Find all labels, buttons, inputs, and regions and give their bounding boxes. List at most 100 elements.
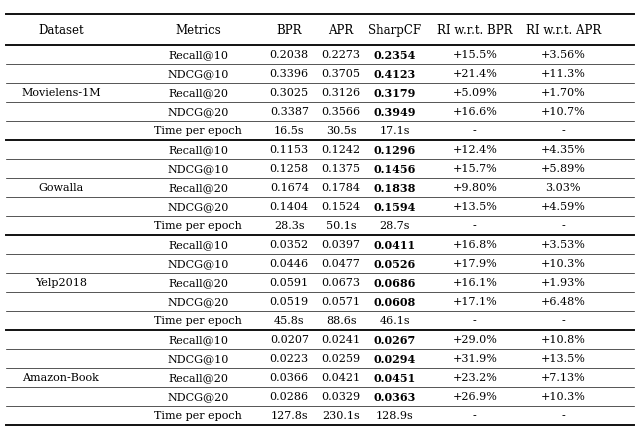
Text: 0.0591: 0.0591 — [269, 278, 309, 288]
Text: -: - — [561, 410, 565, 420]
Text: Yelp2018: Yelp2018 — [35, 278, 87, 288]
Text: 28.7s: 28.7s — [380, 221, 410, 230]
Text: Time per epoch: Time per epoch — [154, 316, 243, 325]
Text: 0.2354: 0.2354 — [374, 49, 416, 60]
Text: Movielens-1M: Movielens-1M — [21, 88, 100, 98]
Text: +23.2%: +23.2% — [452, 372, 497, 382]
Text: 0.0352: 0.0352 — [269, 240, 309, 250]
Text: +13.5%: +13.5% — [541, 354, 586, 363]
Text: -: - — [473, 410, 477, 420]
Text: -: - — [561, 221, 565, 230]
Text: Time per epoch: Time per epoch — [154, 126, 243, 136]
Text: 0.4123: 0.4123 — [374, 69, 416, 80]
Text: 0.1784: 0.1784 — [322, 183, 360, 193]
Text: 0.2273: 0.2273 — [322, 50, 360, 60]
Text: 0.1404: 0.1404 — [269, 202, 309, 212]
Text: 0.0526: 0.0526 — [374, 258, 416, 269]
Text: 0.3387: 0.3387 — [270, 107, 308, 117]
Text: 0.0421: 0.0421 — [321, 372, 361, 382]
Text: -: - — [561, 126, 565, 136]
Text: +5.89%: +5.89% — [541, 164, 586, 174]
Text: +16.8%: +16.8% — [452, 240, 497, 250]
Text: NDCG@20: NDCG@20 — [168, 107, 229, 117]
Text: +29.0%: +29.0% — [452, 334, 497, 344]
Text: Recall@10: Recall@10 — [168, 334, 228, 344]
Text: Recall@20: Recall@20 — [168, 88, 228, 98]
Text: NDCG@20: NDCG@20 — [168, 296, 229, 306]
Text: +1.70%: +1.70% — [541, 88, 586, 98]
Text: NDCG@20: NDCG@20 — [168, 202, 229, 212]
Text: 0.1594: 0.1594 — [374, 201, 416, 212]
Text: 0.0608: 0.0608 — [374, 296, 416, 307]
Text: RI w.r.t. APR: RI w.r.t. APR — [525, 24, 601, 37]
Text: 0.0363: 0.0363 — [374, 391, 416, 402]
Text: 0.0223: 0.0223 — [269, 354, 309, 363]
Text: Recall@20: Recall@20 — [168, 372, 228, 382]
Text: Recall@20: Recall@20 — [168, 278, 228, 288]
Text: NDCG@10: NDCG@10 — [168, 164, 229, 174]
Text: 0.3179: 0.3179 — [374, 87, 416, 98]
Text: +6.48%: +6.48% — [541, 296, 586, 306]
Text: -: - — [473, 126, 477, 136]
Text: 0.0267: 0.0267 — [374, 334, 416, 345]
Text: -: - — [473, 221, 477, 230]
Text: +5.09%: +5.09% — [452, 88, 497, 98]
Text: 0.0329: 0.0329 — [321, 391, 361, 401]
Text: +15.7%: +15.7% — [452, 164, 497, 174]
Text: -: - — [473, 316, 477, 325]
Text: +10.8%: +10.8% — [541, 334, 586, 344]
Text: +26.9%: +26.9% — [452, 391, 497, 401]
Text: +11.3%: +11.3% — [541, 69, 586, 79]
Text: +3.53%: +3.53% — [541, 240, 586, 250]
Text: 0.0571: 0.0571 — [322, 296, 360, 306]
Text: 0.0673: 0.0673 — [322, 278, 360, 288]
Text: 17.1s: 17.1s — [380, 126, 410, 136]
Text: Recall@10: Recall@10 — [168, 145, 228, 155]
Text: Dataset: Dataset — [38, 24, 84, 37]
Text: RI w.r.t. BPR: RI w.r.t. BPR — [437, 24, 513, 37]
Text: +31.9%: +31.9% — [452, 354, 497, 363]
Text: Time per epoch: Time per epoch — [154, 410, 243, 420]
Text: 0.0397: 0.0397 — [322, 240, 360, 250]
Text: 0.0294: 0.0294 — [374, 353, 416, 364]
Text: NDCG@20: NDCG@20 — [168, 391, 229, 401]
Text: Time per epoch: Time per epoch — [154, 221, 243, 230]
Text: +7.13%: +7.13% — [541, 372, 586, 382]
Text: 0.1838: 0.1838 — [374, 182, 416, 193]
Text: 128.9s: 128.9s — [376, 410, 413, 420]
Text: +9.80%: +9.80% — [452, 183, 497, 193]
Text: 0.0519: 0.0519 — [269, 296, 309, 306]
Text: APR: APR — [328, 24, 354, 37]
Text: 28.3s: 28.3s — [274, 221, 305, 230]
Text: +10.7%: +10.7% — [541, 107, 586, 117]
Text: +10.3%: +10.3% — [541, 391, 586, 401]
Text: +4.35%: +4.35% — [541, 145, 586, 155]
Text: 16.5s: 16.5s — [274, 126, 305, 136]
Text: 0.3396: 0.3396 — [269, 69, 309, 79]
Text: NDCG@10: NDCG@10 — [168, 259, 229, 268]
Text: 0.3126: 0.3126 — [321, 88, 361, 98]
Text: -: - — [561, 316, 565, 325]
Text: +17.9%: +17.9% — [452, 259, 497, 268]
Text: 0.2038: 0.2038 — [269, 50, 309, 60]
Text: 0.0207: 0.0207 — [270, 334, 308, 344]
Text: Recall@10: Recall@10 — [168, 50, 228, 60]
Text: 3.03%: 3.03% — [545, 183, 581, 193]
Text: 0.1524: 0.1524 — [321, 202, 361, 212]
Text: 0.3705: 0.3705 — [322, 69, 360, 79]
Text: +15.5%: +15.5% — [452, 50, 497, 60]
Text: 0.0286: 0.0286 — [269, 391, 309, 401]
Text: +10.3%: +10.3% — [541, 259, 586, 268]
Text: +21.4%: +21.4% — [452, 69, 497, 79]
Text: Amazon-Book: Amazon-Book — [22, 372, 99, 382]
Text: Recall@10: Recall@10 — [168, 240, 228, 250]
Text: 88.6s: 88.6s — [326, 316, 356, 325]
Text: 0.0686: 0.0686 — [374, 277, 416, 288]
Text: NDCG@10: NDCG@10 — [168, 354, 229, 363]
Text: +17.1%: +17.1% — [452, 296, 497, 306]
Text: 0.1258: 0.1258 — [269, 164, 309, 174]
Text: +13.5%: +13.5% — [452, 202, 497, 212]
Text: 0.1674: 0.1674 — [270, 183, 308, 193]
Text: 0.0259: 0.0259 — [321, 354, 361, 363]
Text: +4.59%: +4.59% — [541, 202, 586, 212]
